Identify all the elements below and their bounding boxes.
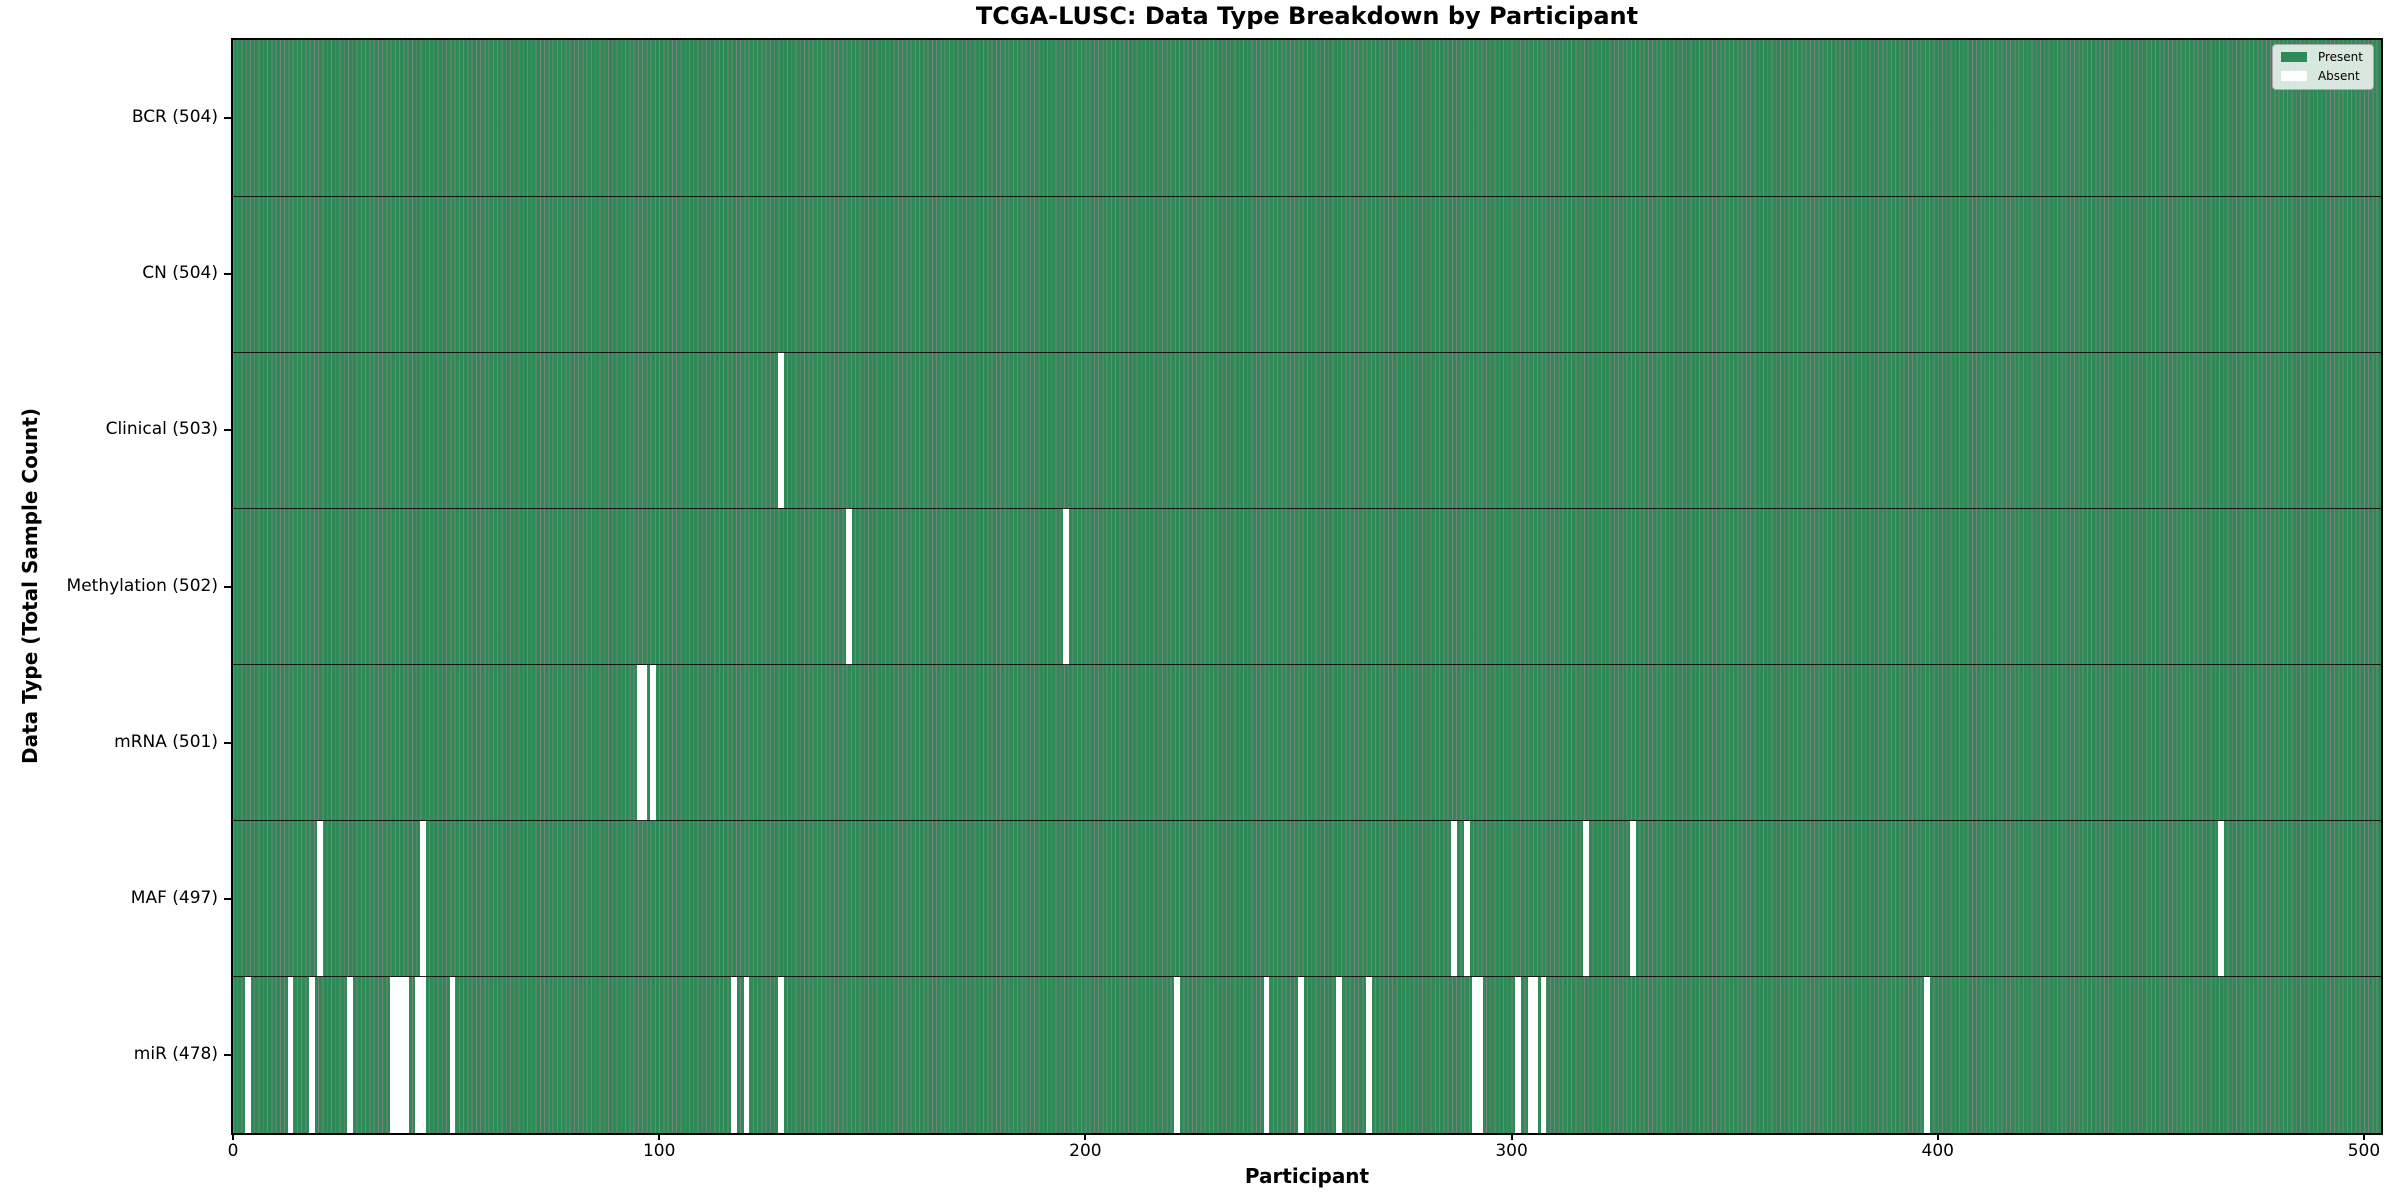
- x-tick-label-300: 300: [1495, 1141, 1528, 1161]
- row-separator: [233, 664, 2381, 666]
- absent-stripe-mir-39: [398, 976, 405, 1133]
- absent-stripe-mir-43: [415, 976, 422, 1133]
- legend-label-absent: Absent: [2317, 69, 2360, 83]
- absent-stripe-mir-221: [1174, 976, 1180, 1133]
- absent-stripe-mir-18: [308, 976, 315, 1133]
- x-axis-label: Participant: [1244, 1164, 1370, 1188]
- row-clinical: [233, 352, 2381, 509]
- absent-stripe-mir-259: [1336, 976, 1342, 1133]
- absent-stripe-methylation-195: [1063, 508, 1070, 665]
- y-tick-label-cn: CN (504): [142, 263, 218, 284]
- y-tick-mark-clinical: [224, 429, 232, 432]
- x-tick-label-100: 100: [642, 1141, 676, 1161]
- absent-stripe-mir-37: [389, 976, 396, 1133]
- row-separator: [233, 820, 2381, 822]
- row-separator: [233, 351, 2381, 353]
- x-tick-label-400: 400: [1921, 1141, 1954, 1161]
- plot-area: Present Absent: [233, 40, 2381, 1133]
- legend-item-absent: Absent: [2280, 69, 2363, 83]
- absent-stripe-mir-291: [1472, 976, 1479, 1133]
- x-tick-label-0: 0: [227, 1141, 239, 1161]
- x-tick-mark-200: [1084, 1133, 1087, 1140]
- y-tick-label-mrna: mRNA (501): [114, 731, 218, 752]
- absent-stripe-mir-40: [402, 976, 409, 1133]
- absent-stripe-mir-242: [1263, 976, 1270, 1133]
- y-tick-label-maf: MAF (497): [130, 887, 218, 908]
- x-tick-label-500: 500: [2347, 1141, 2381, 1161]
- absent-stripe-maf-466: [2218, 820, 2225, 977]
- absent-stripe-mir-301: [1515, 976, 1521, 1133]
- y-tick-label-clinical: Clinical (503): [105, 419, 218, 440]
- absent-stripe-mrna-98: [649, 664, 656, 821]
- y-tick-mark-mir: [224, 1053, 232, 1056]
- y-tick-mark-methylation: [224, 585, 232, 588]
- absent-stripe-mir-307: [1540, 976, 1547, 1133]
- row-bcr: [233, 40, 2381, 197]
- y-tick-mark-bcr: [224, 117, 232, 120]
- x-tick-mark-100: [658, 1133, 661, 1140]
- absent-stripe-maf-328: [1630, 820, 1636, 977]
- absent-stripe-mir-304: [1527, 976, 1534, 1133]
- absent-stripe-mir-3: [244, 976, 251, 1133]
- y-tick-label-mir: miR (478): [133, 1043, 218, 1064]
- absent-stripe-mir-51: [449, 976, 456, 1133]
- y-tick-label-methylation: Methylation (502): [66, 575, 218, 596]
- row-cn: [233, 196, 2381, 353]
- x-tick-mark-300: [1510, 1133, 1513, 1140]
- absent-stripe-maf-317: [1583, 820, 1590, 977]
- absent-stripe-mir-305: [1532, 976, 1538, 1133]
- y-tick-mark-cn: [224, 273, 232, 276]
- absent-stripe-mir-266: [1365, 976, 1372, 1133]
- absent-stripe-maf-20: [317, 820, 324, 977]
- absent-stripe-mir-13: [287, 976, 294, 1133]
- absent-stripe-maf-44: [419, 820, 426, 977]
- legend: Present Absent: [2271, 44, 2374, 90]
- absent-stripe-mir-38: [394, 976, 400, 1133]
- x-tick-mark-400: [1936, 1133, 1939, 1140]
- row-separator: [233, 507, 2381, 509]
- absent-stripe-maf-289: [1463, 820, 1470, 977]
- absent-stripe-mir-292: [1476, 976, 1483, 1133]
- y-tick-mark-mrna: [224, 741, 232, 744]
- absent-stripe-mir-128: [777, 976, 784, 1133]
- absent-stripe-clinical-128: [777, 352, 784, 509]
- absent-stripe-mir-117: [730, 976, 737, 1133]
- y-tick-label-bcr: BCR (504): [131, 107, 218, 128]
- absent-stripe-mir-120: [743, 976, 750, 1133]
- row-separator: [233, 195, 2381, 197]
- x-tick-mark-500: [2362, 1133, 2365, 1140]
- y-tick-mark-maf: [224, 897, 232, 900]
- absent-stripe-mir-44: [419, 976, 426, 1133]
- row-separator: [233, 976, 2381, 978]
- row-mir: [233, 976, 2381, 1133]
- row-methylation: [233, 508, 2381, 665]
- absent-stripe-maf-286: [1451, 820, 1457, 977]
- absent-stripe-methylation-144: [845, 508, 852, 665]
- absent-stripe-mrna-95: [637, 664, 643, 821]
- row-maf: [233, 820, 2381, 977]
- absent-stripe-mir-397: [1924, 976, 1931, 1133]
- legend-label-present: Present: [2317, 50, 2363, 64]
- chart-title: TCGA-LUSC: Data Type Breakdown by Partic…: [975, 2, 1639, 30]
- absent-stripe-mir-27: [347, 976, 354, 1133]
- absent-stripe-mrna-96: [641, 664, 648, 821]
- x-tick-mark-0: [232, 1133, 234, 1140]
- legend-item-present: Present: [2280, 50, 2363, 64]
- x-tick-label-200: 200: [1069, 1141, 1102, 1161]
- absent-stripe-mir-250: [1297, 976, 1304, 1133]
- row-mrna: [233, 664, 2381, 821]
- legend-swatch-absent-icon: [2280, 71, 2307, 81]
- legend-swatch-present-icon: [2280, 52, 2307, 62]
